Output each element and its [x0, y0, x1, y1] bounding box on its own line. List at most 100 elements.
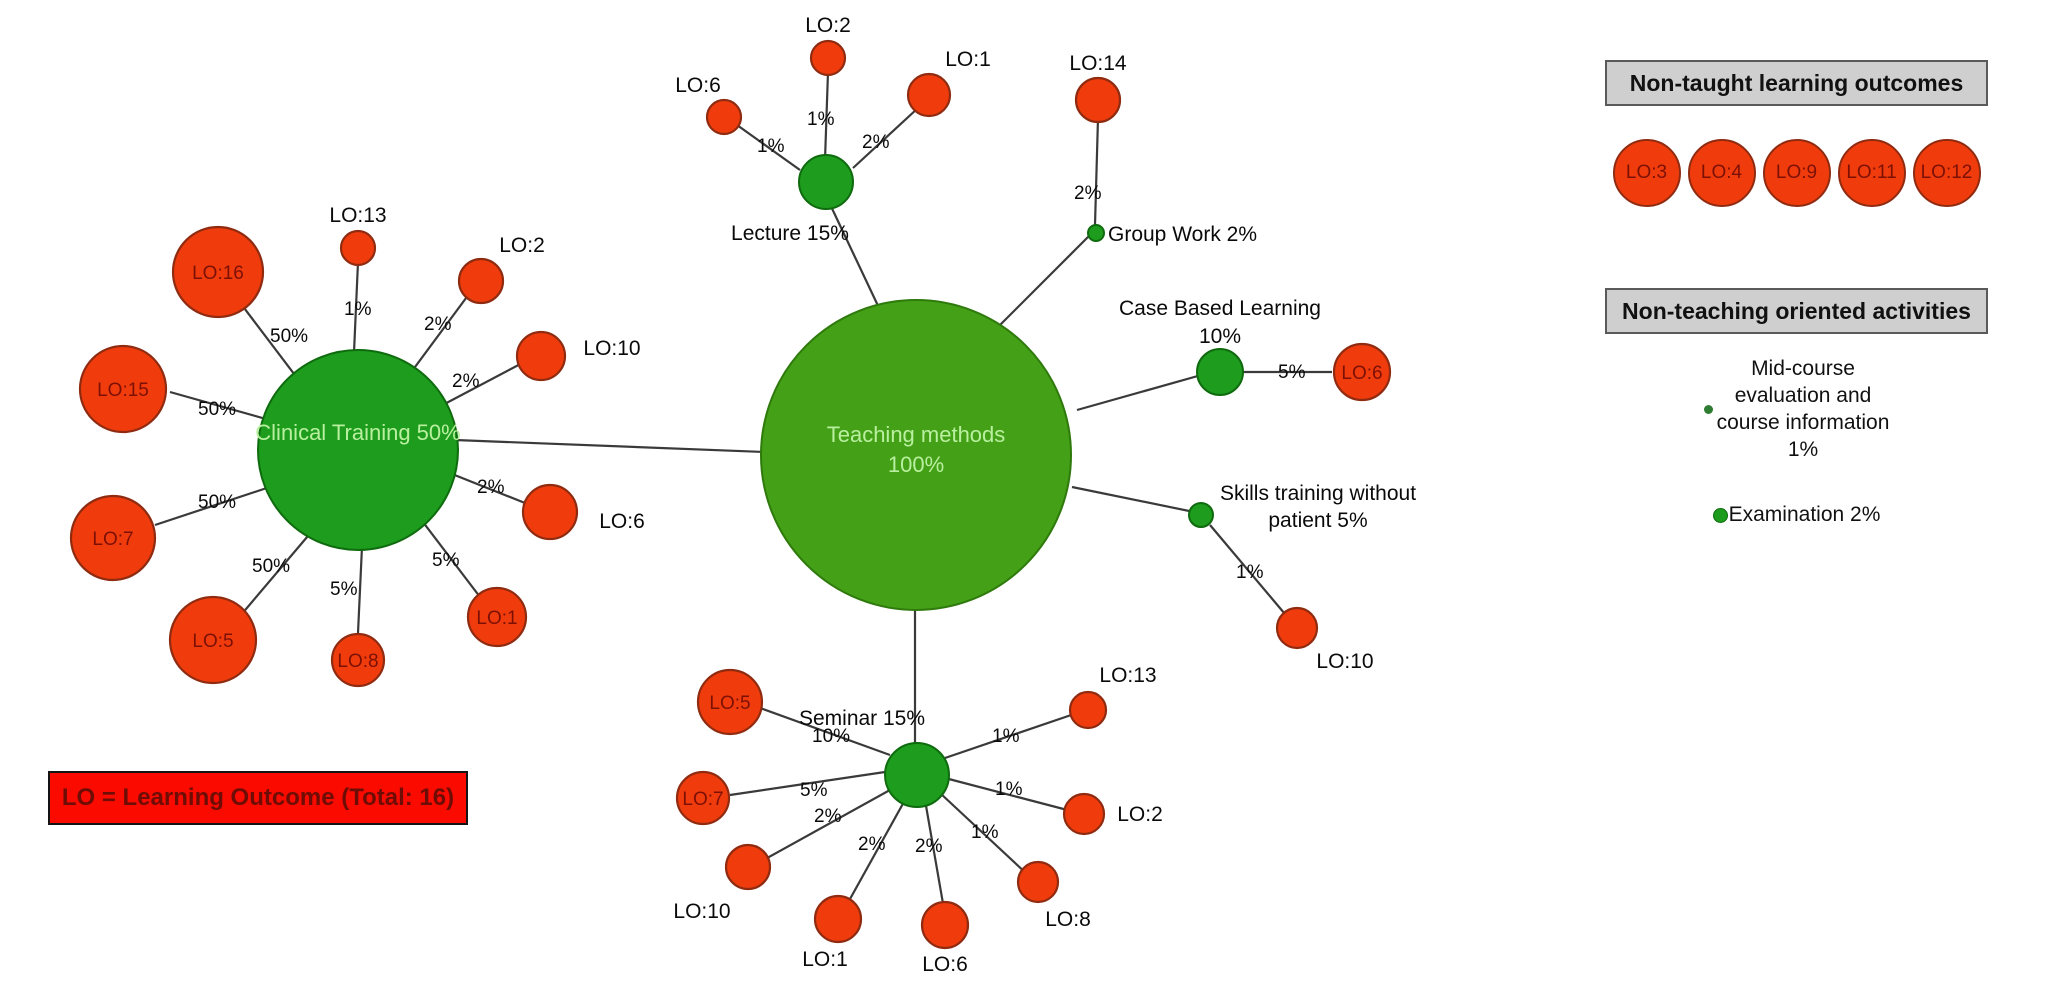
node-lo-lo1-clinical[interactable] [466, 586, 528, 648]
node-group-work[interactable] [1087, 224, 1105, 242]
node-lo8-seminar-label: LO:8 [1045, 908, 1091, 931]
lo-chip-label: LO:4 [1700, 162, 1743, 183]
list-item[interactable]: Examination 2% [1605, 503, 1988, 527]
list-item[interactable]: LO:11 [1837, 139, 1906, 207]
midcourse-line3: course information [1716, 411, 1890, 434]
edge-label-clinical-lo16: 50% [270, 326, 308, 347]
node-case-based-learning[interactable] [1196, 348, 1244, 396]
edge-root-lecture [827, 199, 881, 311]
node-lo-lo14[interactable] [1074, 76, 1122, 124]
edge-lecture-lo6 [729, 119, 801, 171]
edge-label-lecture-lo1: 2% [862, 132, 890, 153]
panel-non-taught-header: Non-taught learning outcomes [1605, 60, 1988, 106]
midcourse-line1: Mid-course [1751, 357, 1855, 380]
list-item[interactable]: Mid-course evaluation and course informa… [1605, 355, 1988, 463]
node-lo-lo10-skills[interactable] [1275, 606, 1319, 650]
node-lo-lo13-seminar[interactable] [1068, 690, 1108, 730]
lo-legend-box: LO = Learning Outcome (Total: 16) [48, 771, 468, 825]
edge-seminar-lo8 [939, 792, 1029, 876]
node-lo-lo10-clinical[interactable] [515, 330, 567, 382]
node-cbl-label-line2: 10% [1199, 325, 1241, 348]
node-lecture-label: Lecture 15% [731, 222, 849, 245]
edge-label-groupwork-lo14: 2% [1074, 183, 1102, 204]
node-teaching-methods-label-line1: Teaching methods [827, 422, 1006, 447]
node-lo-lo8-seminar[interactable] [1016, 860, 1060, 904]
node-lo-lo6-clinical[interactable] [521, 483, 579, 541]
edge-lecture-lo2 [823, 71, 830, 161]
non-teaching-activity-list: Mid-course evaluation and course informa… [1605, 355, 1988, 526]
node-lo-lo1-seminar[interactable] [813, 894, 863, 944]
node-lo-lo5-clinical[interactable] [168, 595, 258, 685]
node-clinical-training[interactable] [257, 349, 459, 551]
lo-chip-label: LO:11 [1846, 162, 1897, 183]
edge-seminar-lo6 [923, 799, 947, 916]
node-lo-lo5-seminar[interactable] [696, 668, 764, 736]
node-group-work-label: Group Work 2% [1108, 223, 1257, 246]
edge-label-clinical-lo6: 2% [477, 477, 505, 498]
node-lo2-seminar-label: LO:2 [1117, 803, 1163, 826]
node-lo-lo6-seminar[interactable] [920, 900, 970, 950]
node-lo1-seminar-label: LO:1 [802, 948, 848, 971]
edge-label-clinical-lo13: 1% [344, 299, 372, 320]
green-dot-icon [1712, 507, 1728, 523]
node-lo-lo7-seminar[interactable] [675, 770, 731, 826]
node-lo-lo1-lecture[interactable] [906, 72, 952, 118]
edge-root-clinical [454, 438, 766, 454]
edge-label-clinical-lo15: 50% [198, 399, 236, 420]
panel-non-taught-title: Non-taught learning outcomes [1629, 69, 1964, 96]
node-lo6-lecture-label: LO:6 [675, 74, 721, 97]
edge-seminar-lo10 [759, 789, 891, 863]
node-lecture[interactable] [798, 154, 854, 210]
node-lo-lo15[interactable] [78, 344, 168, 434]
node-lo2-clinical-label: LO:2 [499, 234, 545, 257]
edge-label-seminar-lo13: 1% [992, 726, 1020, 747]
midcourse-line2: evaluation and [1734, 384, 1872, 407]
node-skills-training[interactable] [1188, 502, 1214, 528]
list-item[interactable]: LO:9 [1762, 139, 1831, 207]
list-item[interactable]: LO:3 [1612, 139, 1681, 207]
node-lo7-clinical-label: LO:7 [92, 529, 133, 550]
green-dot-icon [1703, 404, 1713, 414]
edge-label-seminar-lo6: 2% [915, 836, 943, 857]
node-lo-lo7-clinical[interactable] [69, 494, 157, 582]
node-skills-label-line1: Skills training without [1220, 482, 1416, 505]
edge-label-clinical-lo7: 50% [198, 492, 236, 513]
edge-seminar-lo13 [944, 710, 1081, 760]
node-lo-lo2-clinical[interactable] [457, 257, 505, 305]
panel-non-teaching-title: Non-teaching oriented activities [1622, 297, 1971, 324]
node-lo-lo6-lecture[interactable] [705, 98, 743, 136]
node-lo-lo2-seminar[interactable] [1062, 792, 1106, 836]
node-lo10-skills-label: LO:10 [1316, 650, 1373, 673]
edge-label-seminar-lo2: 1% [995, 779, 1023, 800]
edge-label-seminar-lo1: 2% [858, 834, 886, 855]
node-lo-lo8-clinical[interactable] [330, 632, 386, 688]
midcourse-line4: 1% [1787, 438, 1819, 461]
node-lo-lo16[interactable] [171, 225, 265, 319]
node-teaching-methods[interactable] [760, 299, 1072, 611]
list-item[interactable]: LO:12 [1912, 139, 1981, 207]
node-lo16-label: LO:16 [192, 263, 244, 284]
edge-label-skills-lo10: 1% [1236, 562, 1264, 583]
edge-label-clinical-lo1: 5% [432, 550, 460, 571]
node-lo-lo2-lecture[interactable] [809, 39, 847, 77]
node-clinical-training-label: Clinical Training 50% [255, 420, 460, 445]
edge-seminar-lo2 [944, 776, 1076, 814]
edge-label-clinical-lo10: 2% [452, 371, 480, 392]
node-lo-lo6-cbl[interactable] [1332, 342, 1392, 402]
node-skills-label-line2: patient 5% [1268, 509, 1367, 532]
node-teaching-methods-label-line2: 100% [888, 452, 944, 477]
node-lo-lo10-seminar[interactable] [724, 843, 772, 891]
edge-label-cbl-lo6: 5% [1278, 362, 1306, 383]
node-lo10-clinical-label: LO:10 [583, 337, 640, 360]
node-seminar-label: Seminar 15% [799, 707, 925, 730]
node-lo13-label: LO:13 [329, 204, 386, 227]
list-item[interactable]: LO:4 [1687, 139, 1756, 207]
node-seminar[interactable] [884, 742, 950, 808]
node-lo10-seminar-label: LO:10 [673, 900, 730, 923]
node-lo7-seminar-label: LO:7 [682, 789, 723, 810]
edge-label-seminar-lo5: 10% [812, 726, 850, 747]
node-lo-lo13[interactable] [339, 229, 377, 267]
node-lo1-lecture-label: LO:1 [945, 48, 991, 71]
edge-label-seminar-lo10: 2% [814, 806, 842, 827]
